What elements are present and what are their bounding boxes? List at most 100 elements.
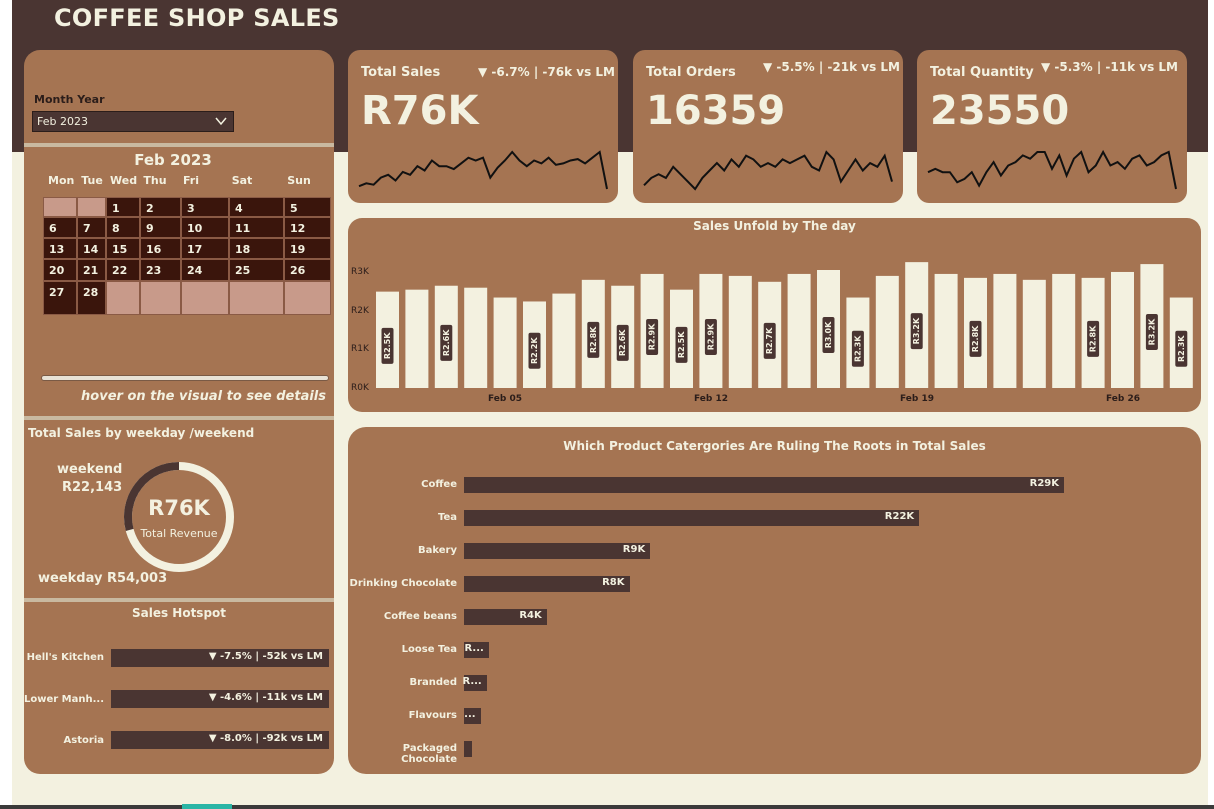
category-bar[interactable]: R9K: [464, 543, 651, 559]
kpi-card-total-orders[interactable]: Total Orders ▼ -5.5% | -21k vs LM 16359: [633, 50, 903, 203]
calendar-day[interactable]: 10: [181, 217, 229, 238]
kpi-card-total-quantity[interactable]: Total Quantity ▼ -5.3% | -11k vs LM 2355…: [917, 50, 1187, 203]
calendar-day[interactable]: 12: [284, 217, 331, 238]
donut-center-label: Total Revenue: [140, 527, 218, 540]
daily-bar[interactable]: [464, 287, 488, 388]
calendar-day[interactable]: 18: [229, 238, 284, 259]
category-value: R22K: [884, 511, 915, 522]
x-tick: Feb 05: [488, 394, 522, 404]
x-tick: Feb 26: [1106, 394, 1140, 404]
data-label-badge: [704, 318, 717, 355]
calendar-scrollbar[interactable]: [41, 375, 329, 381]
calendar-day[interactable]: 17: [181, 238, 229, 259]
calendar-grid[interactable]: 1 2 3 4 5 6 7 8 9 10 11 12 13 14 15 16 17 18 19 20 21 22 23 24 2…: [43, 197, 331, 315]
kpi-value: 16359: [646, 88, 786, 134]
category-label: Coffee: [421, 479, 457, 490]
calendar-day[interactable]: 5: [284, 197, 331, 217]
daily-bar[interactable]: [1052, 273, 1076, 388]
donut-weekend-slice[interactable]: [124, 462, 180, 531]
data-label: R2.5K: [383, 332, 392, 359]
category-label: Bakery: [418, 545, 457, 556]
calendar-day[interactable]: 28: [77, 281, 106, 315]
y-tick: R0K: [351, 383, 370, 393]
calendar-day[interactable]: 11: [229, 217, 284, 238]
category-chart-title: Which Product Catergories Are Ruling The…: [563, 439, 986, 453]
active-tab-indicator[interactable]: [182, 804, 232, 809]
daily-bar[interactable]: [875, 275, 899, 388]
weekend-label: weekend: [57, 462, 123, 477]
sparkline: [358, 150, 608, 190]
calendar-day[interactable]: 15: [106, 238, 140, 259]
daily-bar[interactable]: [405, 289, 429, 388]
calendar-day[interactable]: 2: [140, 197, 181, 217]
y-tick: R2K: [351, 306, 370, 316]
calendar-day[interactable]: 3: [181, 197, 229, 217]
daily-bar[interactable]: [993, 273, 1017, 388]
calendar-empty-cell: [77, 197, 106, 217]
calendar-day[interactable]: 21: [77, 259, 106, 281]
category-bar[interactable]: [464, 741, 473, 757]
weekday-donut[interactable]: [120, 458, 238, 576]
month-year-dropdown[interactable]: Feb 2023: [32, 111, 234, 132]
hotspot-bar[interactable]: ▼ -4.6% | -11k vs LM: [111, 690, 329, 708]
calendar-weekday: Sat: [231, 174, 253, 187]
calendar-day[interactable]: 1: [106, 197, 140, 217]
calendar-day[interactable]: 13: [43, 238, 77, 259]
weekday-title: Total Sales by weekday /weekend: [28, 426, 255, 440]
calendar-day[interactable]: 9: [140, 217, 181, 238]
category-label: Drinking Chocolate: [349, 578, 457, 589]
category-bar[interactable]: R...: [464, 642, 489, 658]
calendar-day[interactable]: 26: [284, 259, 331, 281]
hotspot-bar[interactable]: ▼ -7.5% | -52k vs LM: [111, 649, 329, 667]
category-bar[interactable]: R8K: [464, 576, 630, 592]
daily-bar[interactable]: [1111, 271, 1134, 388]
daily-bar[interactable]: [1022, 279, 1046, 388]
calendar-day[interactable]: 6: [43, 217, 77, 238]
kpi-name: Total Quantity: [930, 65, 1034, 80]
kpi-card-total-sales[interactable]: Total Sales ▼ -6.7% | -76k vs LM R76K: [348, 50, 618, 203]
calendar-day[interactable]: 8: [106, 217, 140, 238]
daily-bar[interactable]: [728, 275, 752, 388]
data-label: R2.8K: [589, 326, 598, 353]
data-label-badge: [1175, 330, 1188, 367]
category-bar[interactable]: R22K: [464, 510, 920, 526]
category-bar[interactable]: ...: [464, 708, 481, 724]
category-label: Coffee beans: [383, 611, 457, 622]
category-bar[interactable]: R29K: [464, 477, 1064, 493]
calendar-day[interactable]: 23: [140, 259, 181, 281]
category-bar[interactable]: R...: [462, 675, 487, 691]
data-label: R2.9K: [648, 323, 657, 350]
calendar-day[interactable]: 27: [43, 281, 77, 315]
hotspot-label: Lower Manh...: [24, 694, 105, 705]
daily-bar[interactable]: [787, 273, 811, 388]
data-label-badge: [763, 322, 776, 359]
calendar-day[interactable]: 20: [43, 259, 77, 281]
calendar-day[interactable]: 25: [229, 259, 284, 281]
weekday-value: weekday R54,003: [38, 571, 168, 586]
calendar-day[interactable]: 19: [284, 238, 331, 259]
calendar-day[interactable]: 7: [77, 217, 106, 238]
x-tick: Feb 12: [694, 394, 728, 404]
category-value: R...: [464, 643, 484, 654]
calendar-day[interactable]: 16: [140, 238, 181, 259]
calendar-day[interactable]: 14: [77, 238, 106, 259]
daily-bar[interactable]: [493, 297, 517, 388]
daily-bar[interactable]: [934, 273, 958, 388]
hotspot-bar[interactable]: ▼ -8.0% | -92k vs LM: [111, 731, 329, 749]
calendar-empty-cell: [140, 281, 181, 315]
kpi-value: R76K: [361, 88, 479, 134]
category-bar[interactable]: R4K: [464, 609, 547, 625]
kpi-name: Total Orders: [646, 65, 736, 80]
daily-bar[interactable]: [552, 293, 576, 388]
data-label: R3.2K: [912, 317, 921, 344]
calendar-day[interactable]: 4: [229, 197, 284, 217]
data-label: R3.2K: [1147, 318, 1156, 345]
data-label-badge: [440, 324, 453, 361]
data-label-badge: [616, 324, 629, 361]
data-label: R2.8K: [971, 325, 980, 352]
daily-sales-chart[interactable]: R3K R2K R1K R0K R2.5K R2.6K R2.2K R2.8K R2.6…: [348, 218, 1201, 412]
data-label: R2.2K: [530, 337, 539, 364]
data-label: R2.8K: [1089, 325, 1098, 352]
calendar-day[interactable]: 22: [106, 259, 140, 281]
calendar-day[interactable]: 24: [181, 259, 229, 281]
